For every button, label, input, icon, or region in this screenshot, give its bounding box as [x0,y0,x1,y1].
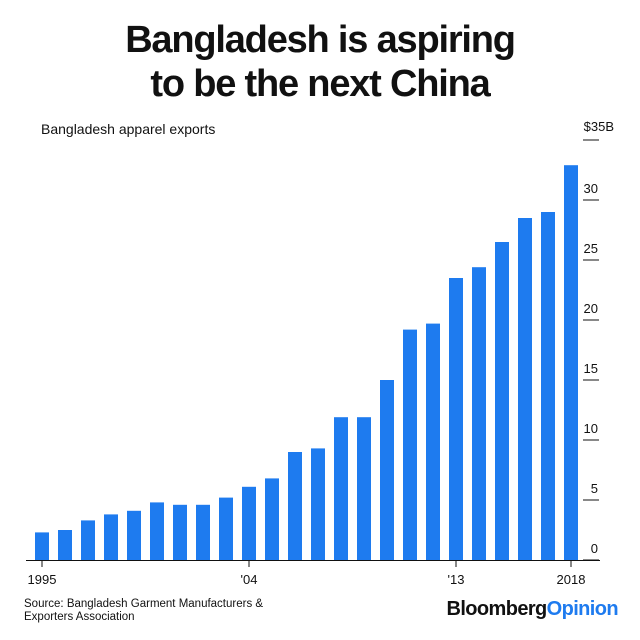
bar-2011 [403,329,417,560]
bar-2002 [196,504,210,560]
headline-line-2: to be the next China [150,63,490,105]
bar-1995 [35,532,49,560]
bar-1996 [58,530,72,560]
bar-2016 [518,218,532,560]
bar-2018 [564,165,578,560]
brand-part-bloomberg: Bloomberg [446,598,547,620]
bars-group [35,165,578,560]
bar-2010 [380,380,394,560]
x-tick-label: '13 [448,572,465,587]
y-tick-label: 15 [584,361,598,376]
bar-2008 [334,417,348,560]
bar-2006 [288,452,302,560]
y-tick-label: 0 [591,541,598,556]
chart-subtitle: Bangladesh apparel exports [41,121,216,137]
brand-part-opinion: Opinion [546,598,619,620]
bar-2013 [449,278,463,560]
y-tick-label: 30 [584,181,598,196]
y-axis: 0 5 10 15 20 25 30 $35B [583,119,614,561]
y-tick-label: 20 [584,301,598,316]
bar-2007 [311,448,325,560]
bar-2009 [357,417,371,560]
bar-2012 [426,323,440,560]
bar-1997 [81,520,95,560]
bar-2003 [219,497,233,560]
source-note: Source: Bangladesh Garment Manufacturers… [24,598,314,624]
x-tick-label: 1995 [28,572,57,587]
headline-line-1: Bangladesh is aspiring [125,19,516,61]
bar-2014 [472,267,486,560]
x-tick-label: 2018 [557,572,586,587]
x-tick-label: '04 [241,572,258,587]
source-line-1: Source: Bangladesh Garment Manufacturers… [24,598,264,610]
bar-2015 [495,242,509,560]
bloomberg-opinion-logo: BloombergOpinion [446,598,618,621]
bar-2017 [541,212,555,560]
y-tick-label: $35B [584,119,614,134]
bar-1999 [127,510,141,560]
bar-2001 [173,504,187,560]
y-tick-label: 5 [591,481,598,496]
bar-2004 [242,486,256,560]
bar-1998 [104,514,118,560]
chart-headline: Bangladesh is aspiring to be the next Ch… [0,18,640,106]
source-line-2: Exporters Association [24,611,135,623]
x-axis: 1995 '04 '13 2018 [26,560,600,587]
y-tick-label: 25 [584,241,598,256]
bar-2000 [150,502,164,560]
bar-2005 [265,478,279,560]
y-tick-label: 10 [584,421,598,436]
